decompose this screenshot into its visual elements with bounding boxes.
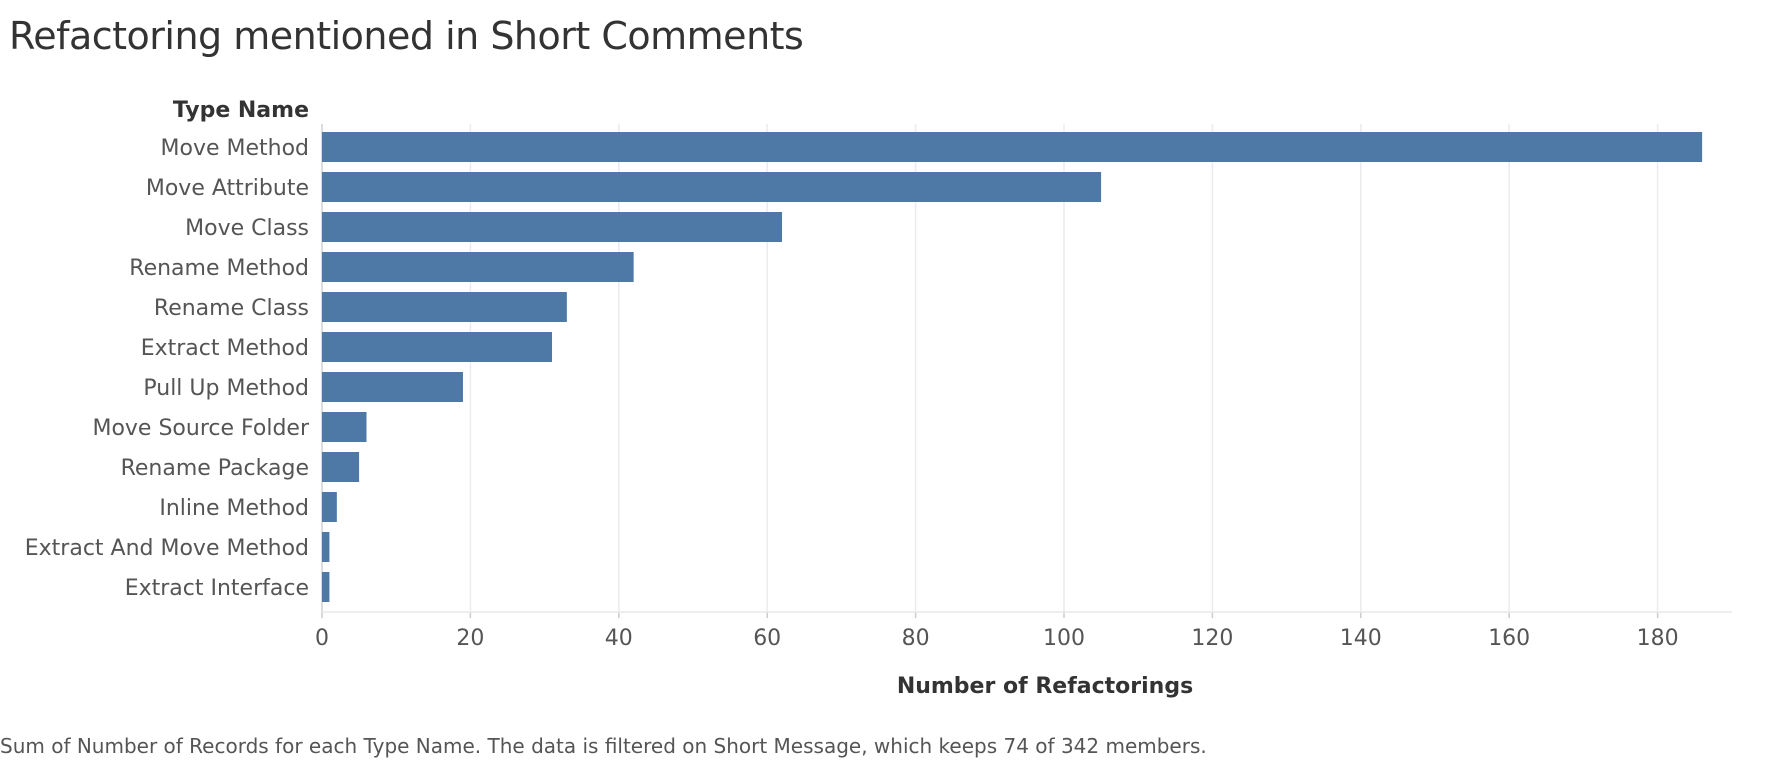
category-label: Rename Package	[121, 456, 309, 481]
bar[interactable]	[322, 212, 783, 242]
x-tick-label: 140	[1340, 626, 1382, 651]
chart-caption: Sum of Number of Records for each Type N…	[0, 734, 1207, 758]
x-tick-label: 20	[456, 626, 484, 651]
x-tick-label: 80	[902, 626, 930, 651]
x-axis-ticks: 0 20 40 60 80 100 120 140 160 180	[315, 611, 1732, 651]
bar[interactable]	[322, 132, 1703, 162]
x-tick-label: 0	[315, 626, 329, 651]
bar[interactable]	[322, 172, 1102, 202]
row-header: Type Name	[173, 98, 309, 123]
bar-chart: Move Method Move Attribute Move Class Renam…	[25, 98, 1732, 699]
chart-title: Refactoring mentioned in Short Comments	[9, 14, 804, 58]
bars	[322, 132, 1703, 602]
x-tick-label: 40	[605, 626, 633, 651]
bar[interactable]	[322, 492, 337, 522]
bar[interactable]	[322, 252, 634, 282]
x-tick-label: 160	[1488, 626, 1530, 651]
category-label: Rename Method	[129, 256, 309, 281]
x-tick-label: 60	[753, 626, 781, 651]
category-label: Extract Interface	[125, 576, 309, 601]
bar[interactable]	[322, 532, 330, 562]
bar[interactable]	[322, 452, 360, 482]
bar[interactable]	[322, 572, 330, 602]
category-label: Inline Method	[159, 496, 309, 521]
category-label: Pull Up Method	[143, 376, 309, 401]
category-label: Move Method	[161, 136, 310, 161]
x-tick-label: 180	[1637, 626, 1679, 651]
gridlines	[321, 124, 1659, 612]
category-label: Move Source Folder	[92, 416, 309, 441]
x-axis-label: Number of Refactorings	[897, 674, 1193, 699]
x-tick-label: 100	[1043, 626, 1085, 651]
bar[interactable]	[322, 332, 553, 362]
category-label: Extract And Move Method	[25, 536, 309, 561]
bar[interactable]	[322, 292, 567, 322]
category-label: Move Class	[185, 216, 309, 241]
category-label: Rename Class	[154, 296, 309, 321]
bar[interactable]	[322, 372, 463, 402]
x-tick-label: 120	[1191, 626, 1233, 651]
bar[interactable]	[322, 412, 367, 442]
category-label: Move Attribute	[146, 176, 309, 201]
category-labels: Move Method Move Attribute Move Class Renam…	[25, 136, 310, 601]
category-label: Extract Method	[141, 336, 309, 361]
